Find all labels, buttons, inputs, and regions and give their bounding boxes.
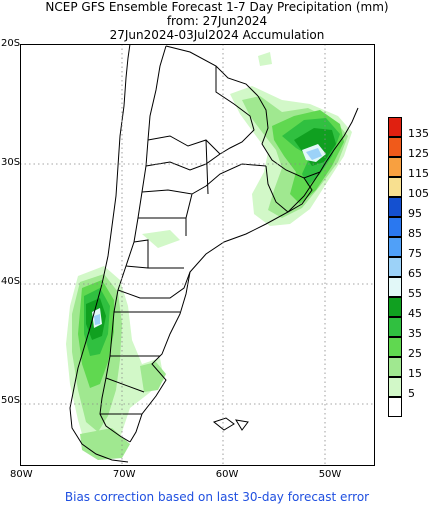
legend-label: 135: [408, 127, 429, 140]
graticule: [20, 44, 375, 466]
legend-label: 85: [408, 227, 422, 240]
lat-tick-label: 30S: [1, 156, 21, 168]
lon-tick-label: 80W: [10, 469, 33, 480]
legend-label: 35: [408, 327, 422, 340]
legend-label: 15: [408, 367, 422, 380]
coastline-argentina: [129, 171, 321, 443]
legend-label: 55: [408, 287, 422, 300]
precip-shading: [66, 52, 352, 460]
lat-tick-label: 40S: [1, 275, 21, 287]
coastline-brazil: [319, 107, 359, 173]
accumulation-period: 27Jun2024-03Jul2024 Accumulation: [109, 28, 325, 42]
precip-area: [142, 230, 180, 248]
lon-tick-label: 70W: [112, 469, 136, 480]
border-bolivia: [165, 45, 259, 97]
border-paraguay: [215, 66, 255, 155]
precip-area: [80, 428, 130, 460]
forecast-start-date: from: 27Jun2024: [166, 14, 268, 28]
border-uruguay: [265, 165, 313, 213]
legend-swatch: [388, 337, 402, 357]
border-brazil-argentina: [257, 95, 321, 179]
legend-swatch: [388, 157, 402, 177]
legend-swatch: [388, 317, 402, 337]
legend-swatch: [388, 237, 402, 257]
map-frame: [20, 44, 375, 466]
legend-swatch: [388, 137, 402, 157]
legend-swatch: [388, 297, 402, 317]
legend-label: 5: [408, 387, 415, 400]
legend-swatch: [388, 217, 402, 237]
legend-label: 45: [408, 307, 422, 320]
legend-swatch: [388, 377, 402, 397]
precip-area: [306, 148, 322, 160]
legend-label: 95: [408, 207, 422, 220]
precipitation-map: [20, 44, 375, 466]
legend-label: 105: [408, 187, 429, 200]
bias-correction-note: Bias correction based on last 30-day for…: [64, 490, 370, 504]
legend-swatch: [388, 277, 402, 297]
coastline-west: [69, 44, 131, 463]
legend-swatch: [388, 177, 402, 197]
legend-swatch: [388, 357, 402, 377]
falkland-islands: [212, 417, 249, 431]
legend-swatch: [388, 257, 402, 277]
legend-swatch: [388, 197, 402, 217]
lat-tick-label: 50S: [1, 394, 21, 406]
legend-swatch: [388, 397, 402, 417]
lat-tick-label: 20S: [1, 38, 21, 49]
legend-label: 115: [408, 167, 429, 180]
precip-area: [140, 362, 166, 392]
lon-tick-label: 60W: [215, 469, 239, 480]
legend-label: 25: [408, 347, 422, 360]
precip-area: [94, 314, 100, 325]
legend-label: 75: [408, 247, 422, 260]
lon-tick-label: 50W: [318, 469, 342, 480]
map-title: NCEP GFS Ensemble Forecast 1-7 Day Preci…: [45, 0, 389, 14]
province-lines: [100, 135, 267, 415]
legend-swatch: [388, 117, 402, 137]
legend-label: 65: [408, 267, 422, 280]
precip-area: [258, 52, 272, 66]
legend-label: 125: [408, 147, 429, 160]
